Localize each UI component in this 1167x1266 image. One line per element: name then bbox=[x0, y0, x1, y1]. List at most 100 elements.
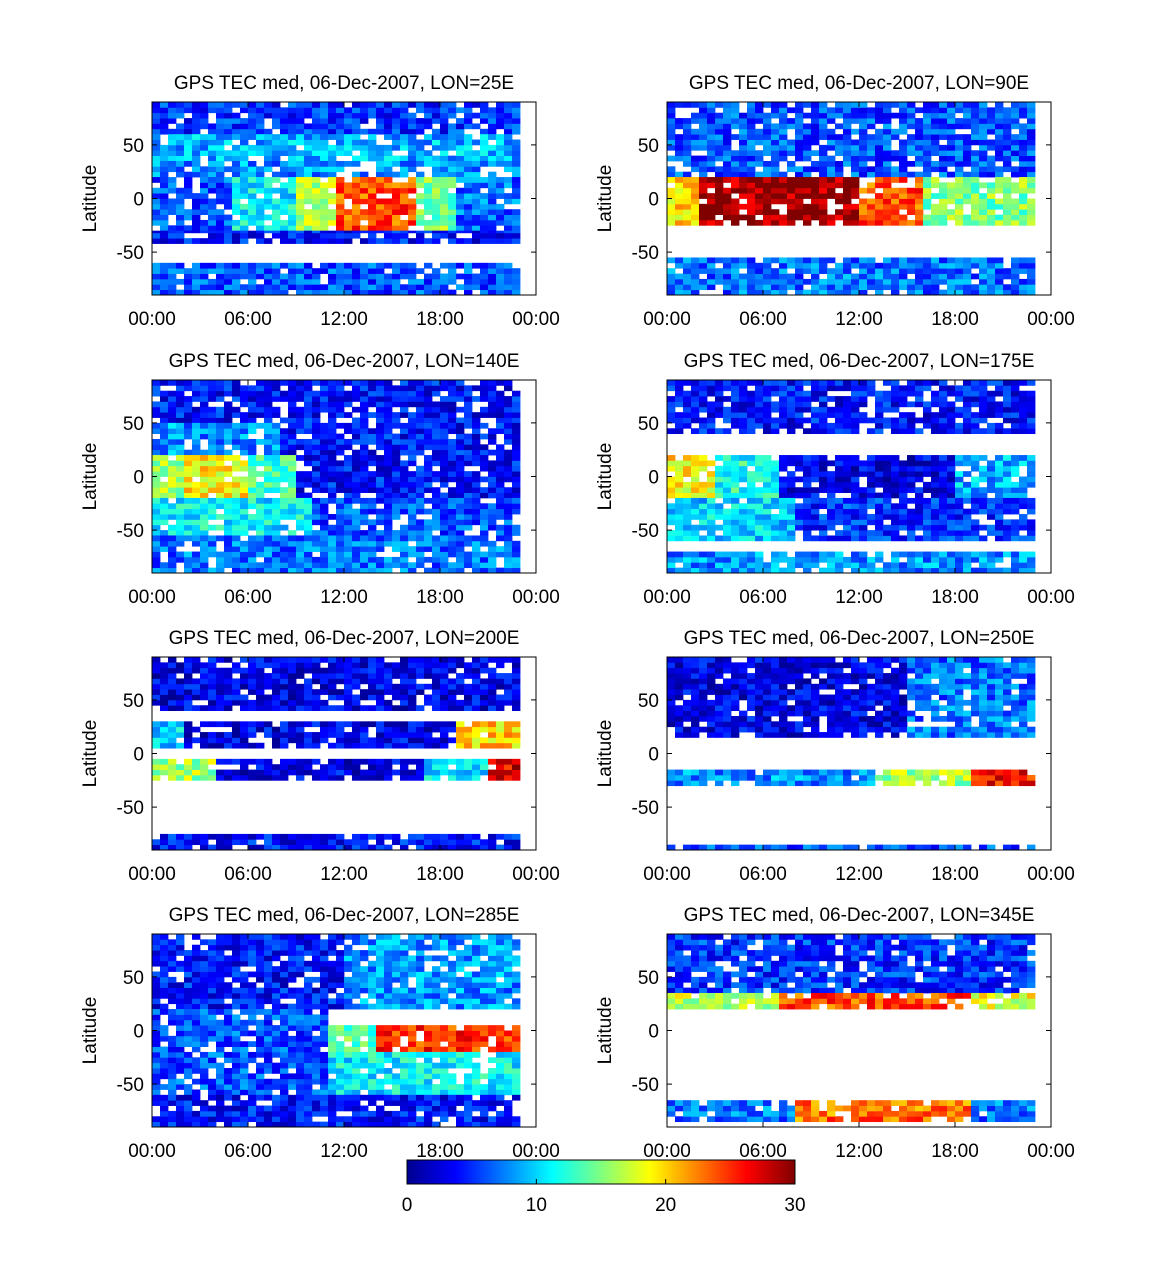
heatmap-cell bbox=[699, 123, 708, 130]
heatmap-cell bbox=[979, 155, 988, 162]
heatmap-cell bbox=[304, 540, 313, 547]
heatmap-cell bbox=[344, 401, 353, 408]
heatmap-cell bbox=[488, 155, 497, 162]
heatmap-cell bbox=[248, 396, 257, 402]
heatmap-cell bbox=[771, 417, 780, 424]
heatmap-cell bbox=[216, 487, 225, 493]
heatmap-cell bbox=[947, 268, 956, 274]
heatmap-cell bbox=[360, 128, 369, 135]
heatmap-cell bbox=[232, 230, 241, 234]
heatmap-cell bbox=[488, 225, 497, 232]
heatmap-cell bbox=[160, 455, 169, 461]
heatmap-cell bbox=[416, 230, 425, 234]
heatmap-cell bbox=[456, 497, 465, 504]
heatmap-cell bbox=[795, 134, 804, 140]
heatmap-cell bbox=[216, 102, 225, 108]
heatmap-cell bbox=[755, 524, 764, 531]
heatmap-cell bbox=[675, 171, 684, 178]
heatmap-cell bbox=[376, 238, 385, 244]
heatmap-cell bbox=[344, 262, 353, 269]
heatmap-cell bbox=[843, 214, 852, 221]
heatmap-cell bbox=[843, 262, 852, 269]
heatmap-cell bbox=[1027, 481, 1036, 488]
heatmap-cell bbox=[408, 268, 417, 274]
heatmap-cell bbox=[723, 481, 732, 488]
heatmap-cell bbox=[771, 289, 780, 296]
heatmap-cell bbox=[440, 401, 449, 408]
heatmap-cell bbox=[723, 471, 732, 477]
heatmap-cell bbox=[176, 417, 185, 424]
heatmap-cell bbox=[851, 524, 860, 531]
heatmap-cell bbox=[955, 118, 964, 124]
heatmap-cell bbox=[859, 134, 868, 140]
heatmap-cell bbox=[819, 524, 828, 531]
heatmap-cell bbox=[208, 508, 217, 515]
heatmap-cell bbox=[843, 257, 852, 264]
heatmap-cell bbox=[456, 449, 465, 456]
heatmap-cell bbox=[763, 284, 772, 291]
heatmap-cell bbox=[256, 530, 265, 536]
heatmap-cell bbox=[819, 401, 828, 408]
heatmap-cell bbox=[715, 412, 724, 418]
heatmap-cell bbox=[408, 535, 417, 542]
heatmap-cell bbox=[216, 128, 225, 135]
heatmap-cell bbox=[691, 471, 700, 477]
heatmap-cell bbox=[707, 492, 716, 499]
heatmap-cell bbox=[675, 380, 684, 386]
heatmap-cell bbox=[819, 193, 828, 199]
heatmap-cell bbox=[384, 503, 393, 510]
heatmap-cell bbox=[328, 262, 337, 269]
heatmap-cell bbox=[488, 412, 497, 418]
heatmap-cell bbox=[875, 481, 884, 488]
heatmap-cell bbox=[731, 118, 740, 124]
heatmap-cell bbox=[867, 471, 876, 477]
heatmap-cell bbox=[296, 177, 305, 183]
x-tick-label: 00:00 bbox=[643, 309, 691, 330]
heatmap-cell bbox=[440, 535, 449, 542]
heatmap-cell bbox=[192, 481, 201, 488]
heatmap-cell bbox=[448, 417, 457, 424]
heatmap-cell bbox=[883, 492, 892, 499]
heatmap-cell bbox=[723, 209, 732, 215]
heatmap-cell bbox=[368, 497, 377, 504]
heatmap-cell bbox=[400, 112, 409, 119]
heatmap-cell bbox=[168, 150, 177, 157]
heatmap-cell bbox=[512, 390, 521, 397]
heatmap-cell bbox=[667, 401, 676, 408]
heatmap-cell bbox=[795, 406, 804, 413]
heatmap-cell bbox=[979, 160, 988, 167]
heatmap-cell bbox=[795, 214, 804, 221]
heatmap-cell bbox=[811, 284, 820, 291]
heatmap-cell bbox=[288, 112, 297, 119]
heatmap-cell bbox=[336, 278, 345, 285]
heatmap-cell bbox=[915, 385, 924, 392]
heatmap-cell bbox=[400, 134, 409, 140]
heatmap-cell bbox=[971, 465, 980, 472]
heatmap-cell bbox=[160, 230, 169, 234]
heatmap-cell bbox=[448, 471, 457, 477]
heatmap-cell bbox=[376, 278, 385, 285]
heatmap-cell bbox=[939, 524, 948, 531]
heatmap-cell bbox=[456, 177, 465, 183]
heatmap-cell bbox=[1019, 524, 1028, 531]
heatmap-cell bbox=[939, 219, 948, 226]
heatmap-cell bbox=[208, 139, 217, 146]
heatmap-cell bbox=[1027, 380, 1036, 386]
heatmap-cell bbox=[915, 193, 924, 199]
heatmap-cell bbox=[939, 150, 948, 157]
heatmap-cell bbox=[512, 460, 521, 467]
heatmap-cell bbox=[707, 460, 716, 467]
heatmap-cell bbox=[512, 107, 521, 114]
heatmap-cell bbox=[827, 107, 836, 114]
heatmap-cell bbox=[312, 128, 321, 135]
heatmap-cell bbox=[376, 412, 385, 418]
heatmap-cell bbox=[504, 412, 513, 418]
heatmap-cell bbox=[496, 219, 505, 226]
heatmap-cell bbox=[496, 530, 505, 536]
heatmap-cell bbox=[843, 193, 852, 199]
heatmap-cell bbox=[851, 289, 860, 296]
heatmap-cell bbox=[272, 428, 281, 435]
heatmap-cell bbox=[939, 171, 948, 178]
heatmap-cell bbox=[336, 503, 345, 510]
heatmap-cell bbox=[496, 492, 505, 499]
